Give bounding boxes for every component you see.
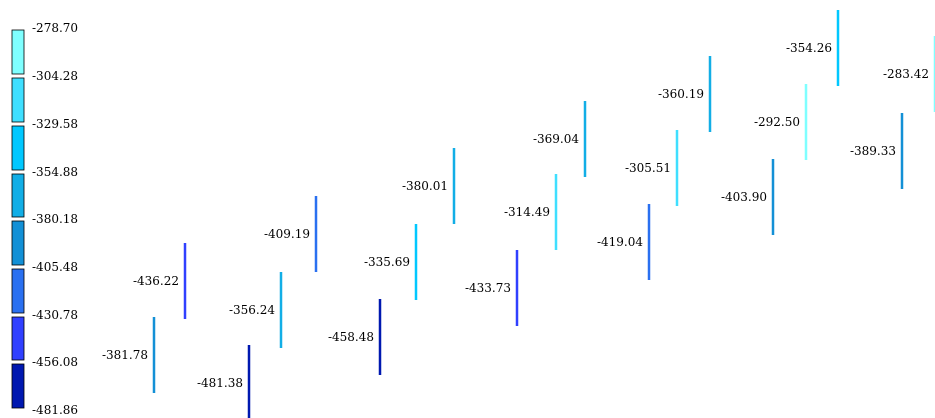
- point-label: -381.78: [102, 348, 148, 362]
- legend-tick-label: -380.18: [32, 212, 78, 226]
- point-label: -380.01: [402, 179, 448, 193]
- legend-tick-label: -329.58: [32, 117, 78, 131]
- legend-tick-label: -304.28: [32, 69, 78, 83]
- point-label: -419.04: [597, 235, 643, 249]
- point-label: -458.48: [328, 330, 374, 344]
- legend-swatch: [11, 29, 25, 75]
- point-label: -481.38: [197, 376, 243, 390]
- point-label: -335.69: [364, 255, 410, 269]
- point-label: -354.26: [786, 41, 832, 55]
- point-label: -360.19: [658, 87, 704, 101]
- point-label: -433.73: [465, 281, 511, 295]
- point-label: -292.50: [754, 115, 800, 129]
- point-label: -356.24: [229, 303, 275, 317]
- legend-swatch: [11, 125, 25, 171]
- point-label: -403.90: [721, 190, 767, 204]
- point-label: -389.33: [850, 144, 896, 158]
- legend-swatch: [11, 363, 25, 409]
- legend-tick-label: -354.88: [32, 165, 78, 179]
- legend-tick-label: -481.86: [32, 403, 78, 417]
- legend-tick-label: -278.70: [32, 21, 78, 35]
- legend-tick-label: -405.48: [32, 260, 78, 274]
- legend-tick-label: -430.78: [32, 308, 78, 322]
- legend-swatch: [11, 220, 25, 266]
- point-label: -409.19: [264, 227, 310, 241]
- point-label: -314.49: [504, 205, 550, 219]
- legend-swatch: [11, 316, 25, 361]
- point-label: -305.51: [625, 161, 671, 175]
- legend-swatch: [11, 77, 25, 123]
- legend-swatch: [11, 173, 25, 218]
- point-label: -283.42: [883, 67, 929, 81]
- legend-swatch: [11, 268, 25, 314]
- point-label: -436.22: [133, 274, 179, 288]
- point-label: -369.04: [533, 132, 579, 146]
- legend-tick-label: -456.08: [32, 355, 78, 369]
- color-legend: -278.70 -304.28 -329.58 -354.88 -380.18 -405.…: [11, 21, 78, 417]
- chart-marks: -381.78 -436.22 -481.38 -356.24 -409.19 -458.…: [102, 10, 935, 418]
